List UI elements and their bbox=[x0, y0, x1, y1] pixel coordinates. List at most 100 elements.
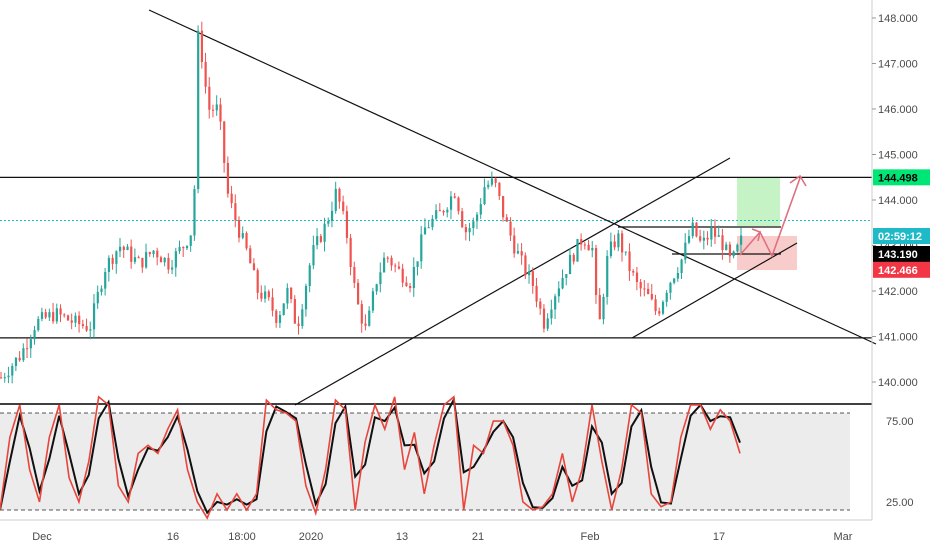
candle-body bbox=[446, 209, 449, 213]
price-tag bbox=[873, 261, 930, 278]
candle-body bbox=[464, 227, 468, 233]
candle-body bbox=[468, 228, 471, 233]
candle-body bbox=[546, 318, 549, 329]
candle-body bbox=[301, 309, 304, 327]
candle-body bbox=[327, 221, 330, 224]
projection-arrowhead-mid bbox=[751, 228, 761, 242]
candle-body bbox=[100, 288, 103, 292]
candle-body bbox=[371, 291, 375, 311]
candle-body bbox=[710, 228, 713, 240]
candle-body bbox=[304, 285, 308, 310]
candle-body bbox=[572, 254, 575, 262]
stochastic-axis[interactable]: 75.00 25.00 bbox=[886, 416, 914, 509]
candle-body bbox=[412, 267, 415, 289]
candle-body bbox=[624, 251, 627, 253]
candle-body bbox=[490, 178, 494, 185]
candle-body bbox=[189, 235, 192, 246]
candle-body bbox=[725, 244, 728, 251]
candle-body bbox=[234, 203, 237, 221]
candle-body bbox=[316, 236, 319, 246]
stop-zone bbox=[737, 236, 797, 270]
candle-body bbox=[494, 178, 497, 183]
candle-body bbox=[568, 254, 572, 275]
time-tick-label: Mar bbox=[834, 531, 853, 543]
price-tag-label: 142.466 bbox=[878, 265, 918, 277]
candle-body bbox=[687, 236, 691, 243]
candle-body bbox=[312, 245, 315, 266]
candle-body bbox=[416, 261, 419, 268]
candle-body bbox=[59, 308, 62, 315]
candle-body bbox=[342, 201, 345, 212]
candle-body bbox=[423, 227, 427, 235]
candle-body bbox=[260, 292, 263, 299]
candle-body bbox=[29, 339, 32, 349]
candle-body bbox=[483, 187, 486, 205]
candle-body bbox=[252, 263, 256, 271]
time-tick-label: 13 bbox=[396, 531, 408, 543]
candle-body bbox=[152, 250, 155, 255]
candle-body bbox=[319, 236, 322, 242]
candle-body bbox=[524, 255, 527, 276]
candle-body bbox=[513, 235, 516, 254]
stochastic-tick-label: 25.00 bbox=[886, 497, 914, 509]
candle-body bbox=[591, 248, 594, 251]
candle-body bbox=[531, 271, 534, 286]
candle-body bbox=[539, 301, 542, 309]
candle-body bbox=[85, 326, 88, 331]
candle-body bbox=[732, 251, 735, 257]
candle-body bbox=[650, 293, 653, 300]
candle-body bbox=[323, 223, 326, 242]
candle-body bbox=[226, 162, 230, 194]
projection-arrows bbox=[739, 174, 807, 259]
candle-body bbox=[74, 315, 77, 323]
candle-body bbox=[308, 265, 311, 286]
candle-body bbox=[673, 278, 676, 283]
candle-body bbox=[598, 295, 601, 320]
candle-body bbox=[401, 268, 404, 283]
candle-body bbox=[457, 197, 460, 212]
price-tick-label: 140.000 bbox=[878, 377, 918, 389]
candle-body bbox=[223, 121, 226, 163]
candle-body bbox=[565, 274, 568, 278]
candle-body bbox=[617, 233, 620, 248]
price-axis[interactable]: 148.000147.000146.000145.000144.000143.0… bbox=[872, 13, 918, 389]
candle-body bbox=[174, 251, 177, 268]
candle-body bbox=[587, 244, 590, 251]
candle-body bbox=[487, 184, 490, 188]
candle-body bbox=[92, 303, 96, 330]
candle-body bbox=[52, 312, 55, 322]
price-tag-label: 144.498 bbox=[878, 172, 918, 184]
stochastic-tick-label: 75.00 bbox=[886, 416, 914, 428]
candle-body bbox=[63, 314, 66, 316]
candle-body bbox=[241, 233, 244, 238]
candle-body bbox=[502, 195, 505, 218]
price-tick-label: 147.000 bbox=[878, 59, 918, 71]
candle-body bbox=[505, 217, 508, 222]
projection-path bbox=[739, 177, 801, 259]
candle-body bbox=[717, 235, 720, 237]
candle-body bbox=[394, 265, 397, 267]
candle-body bbox=[479, 204, 482, 215]
time-tick-label: 21 bbox=[472, 531, 484, 543]
candle-body bbox=[55, 308, 58, 322]
time-axis[interactable]: Dec 16 18:00 2020 13 21 Feb 17 Mar bbox=[0, 519, 872, 543]
price-tick-label: 148.000 bbox=[878, 13, 918, 25]
candle-body bbox=[453, 196, 456, 198]
candle-body bbox=[208, 86, 211, 110]
candle-body bbox=[349, 237, 352, 267]
time-tick-label: 2020 bbox=[299, 531, 323, 543]
candle-body bbox=[442, 211, 445, 213]
candle-body bbox=[360, 304, 363, 324]
candle-body bbox=[14, 357, 18, 367]
price-tag-label: 02:59:12 bbox=[878, 231, 922, 243]
projection-arrowhead-top bbox=[789, 174, 807, 187]
candle-body bbox=[438, 210, 441, 212]
candle-body bbox=[621, 233, 624, 253]
candle-body bbox=[40, 312, 44, 319]
candle-body bbox=[520, 251, 523, 256]
candle-body bbox=[561, 277, 564, 289]
candle-body bbox=[70, 320, 73, 323]
candle-body bbox=[516, 251, 520, 254]
stochastic-pane bbox=[0, 395, 850, 520]
